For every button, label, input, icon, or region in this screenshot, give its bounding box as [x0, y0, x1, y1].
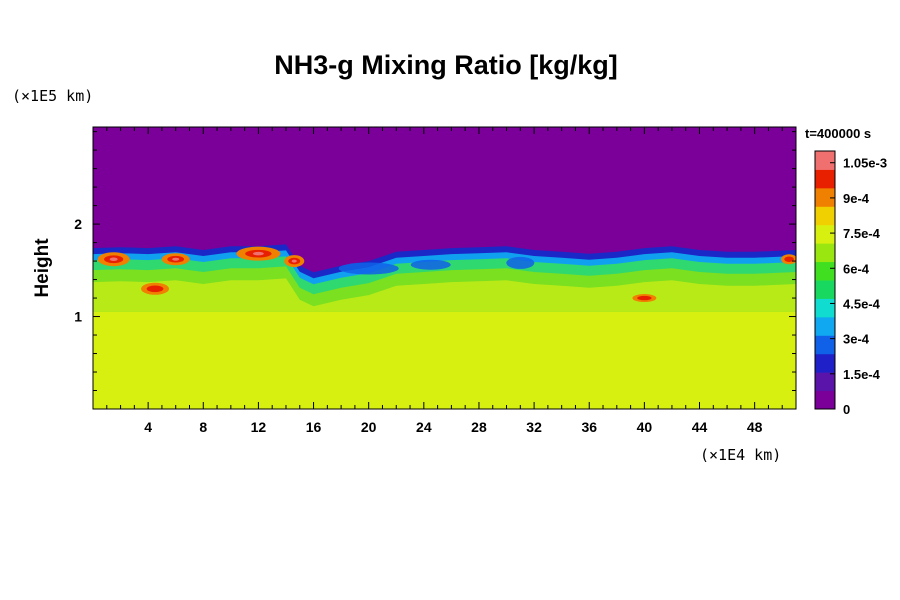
x-tick-label: 44 [692, 419, 708, 435]
y-unit-label: (×1E5 km) [12, 87, 93, 105]
colorbar-tick-label: 0 [843, 402, 850, 417]
colorbar: 0 1.5e-4 3e-4 4.5e-4 6e-4 7.5e-4 9e-4 1.05e-3 [814, 150, 887, 417]
blob-peak [291, 259, 297, 263]
colorbar-tick-label: 7.5e-4 [843, 226, 881, 241]
colorbar-swatch [815, 372, 835, 392]
x-unit-label: (×1E4 km) [700, 446, 781, 464]
plot-frame [92, 126, 797, 410]
colorbar-swatch [815, 261, 835, 281]
x-axis: 4 8 12 16 20 24 28 32 36 40 44 48 [106, 127, 783, 435]
eddy [410, 259, 451, 270]
x-tick-label: 8 [199, 419, 207, 435]
lower-field [93, 311, 796, 409]
x-tick-label: 24 [416, 419, 432, 435]
colorbar-tick-label: 3e-4 [843, 332, 870, 347]
colorbar-swatch [815, 187, 835, 207]
colorbar-tick-label: 1.5e-4 [843, 367, 881, 382]
time-label: t=400000 s [805, 126, 871, 141]
x-tick-label: 12 [251, 419, 267, 435]
colorbar-tick-label: 4.5e-4 [843, 296, 881, 311]
blob-peak [172, 257, 180, 261]
blob-peak [109, 257, 118, 261]
colorbar-swatch [815, 316, 835, 336]
colorbar-swatch [815, 298, 835, 318]
colorbar-swatch [815, 280, 835, 299]
blob-core [146, 285, 164, 293]
colorbar-swatch [815, 353, 835, 373]
blob-core [784, 256, 794, 262]
y-tick-label: 1 [74, 309, 82, 325]
x-tick-label: 20 [361, 419, 377, 435]
blob-core [637, 295, 652, 301]
colorbar-swatch [815, 335, 835, 355]
plot-area [92, 126, 797, 410]
colorbar-tick-label: 6e-4 [843, 261, 870, 276]
colorbar-tick-label: 1.05e-3 [843, 156, 887, 171]
x-tick-label: 4 [144, 419, 152, 435]
eddy [506, 256, 535, 269]
y-axis: 12 [74, 131, 796, 392]
chart-title: NH3-g Mixing Ratio [kg/kg] [274, 50, 618, 80]
x-tick-label: 40 [637, 419, 653, 435]
transition-band [93, 278, 796, 312]
colorbar-swatch [815, 390, 835, 410]
colorbar-swatch [815, 151, 835, 170]
x-tick-label: 48 [747, 419, 763, 435]
colorbar-frame [814, 150, 836, 410]
x-tick-label: 16 [306, 419, 322, 435]
colorbar-tick-label: 9e-4 [843, 191, 870, 206]
x-tick-label: 28 [471, 419, 487, 435]
x-tick-label: 32 [526, 419, 542, 435]
colorbar-swatch [815, 169, 835, 189]
y-axis-label: Height [32, 238, 53, 298]
colorbar-swatch [815, 243, 835, 263]
y-tick-label: 2 [74, 216, 82, 232]
eddy [338, 262, 399, 275]
blob-peak [252, 251, 264, 256]
colorbar-swatch [815, 224, 835, 244]
x-tick-label: 36 [581, 419, 597, 435]
colorbar-swatch [815, 206, 835, 226]
